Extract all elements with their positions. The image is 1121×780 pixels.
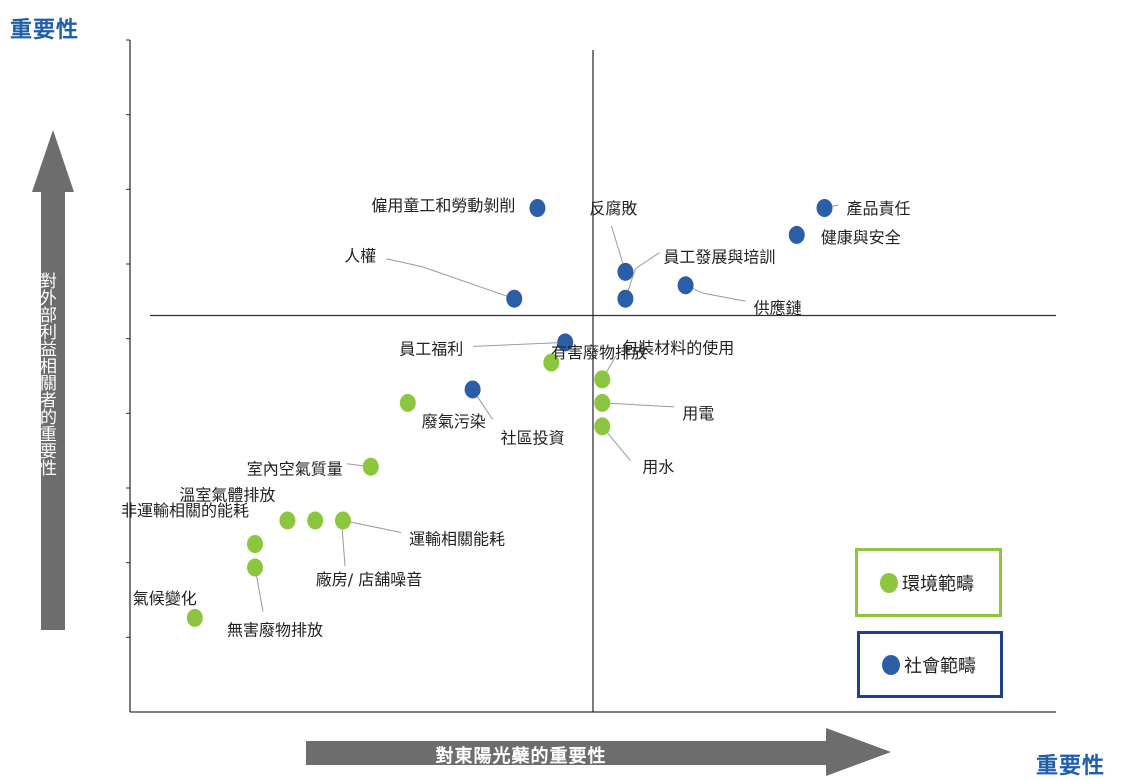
point-label: 供應鏈	[754, 298, 802, 317]
point-label: 運輸相關能耗	[409, 529, 505, 548]
point-label: 員工福利	[399, 339, 463, 358]
environment-point	[543, 353, 560, 372]
social-point	[529, 199, 546, 217]
social-point	[506, 289, 523, 308]
environment-point	[247, 535, 264, 553]
environment-point	[399, 393, 416, 412]
point-label: 非運輸相關的能耗	[121, 501, 249, 520]
y-arrow-shape	[32, 130, 74, 630]
environment-point	[334, 511, 351, 530]
legend-social-dot	[882, 654, 900, 675]
leader-line	[473, 341, 566, 347]
social-point	[617, 262, 634, 281]
leader-line	[386, 258, 515, 300]
point-label: 包裝材料的使用	[622, 338, 734, 357]
x-corner-label: 重要性	[1036, 754, 1106, 779]
social-point	[677, 276, 694, 295]
leader-line	[685, 284, 746, 302]
point-label: 反腐敗	[589, 199, 637, 218]
social-point	[557, 333, 574, 352]
legend-environment-dot	[880, 572, 898, 593]
point-label: 溫室氣體排放	[179, 485, 275, 504]
point-label: 有害廢物排放	[551, 343, 647, 362]
x-arrow-shape	[306, 728, 891, 776]
point-label: 產品責任	[847, 199, 911, 218]
environment-point	[362, 457, 379, 476]
leader-line	[602, 402, 675, 408]
point-label: 僱用童工和勞動剝削	[371, 196, 515, 215]
environment-point	[247, 558, 264, 577]
environment-point	[307, 511, 324, 530]
social-point	[464, 380, 481, 399]
social-point	[617, 289, 634, 308]
environment-point	[594, 370, 611, 389]
x-axis-arrow	[306, 728, 891, 776]
environment-point	[279, 511, 296, 530]
legend-environment: 環境範疇	[855, 548, 1002, 617]
point-label: 員工發展與培訓	[663, 248, 775, 267]
legend-social-label: 社會範疇	[904, 655, 976, 677]
social-point	[816, 199, 833, 217]
point-label: 廠房/ 店舖噪音	[316, 570, 422, 589]
axes	[126, 39, 1056, 713]
point-label: 社區投資	[501, 428, 565, 447]
legend-social: 社會範疇	[857, 631, 1003, 698]
point-label: 用電	[682, 404, 714, 423]
legend-environment-label: 環境範疇	[902, 573, 974, 595]
x-axis-label: 對東陽光蘗的重要性	[435, 746, 607, 767]
leader-line	[624, 252, 660, 299]
point-label: 室內空氣質量	[247, 460, 343, 479]
y-axis-label: 對外部利益相關者的重要性	[36, 272, 56, 476]
leader-line	[342, 519, 402, 533]
environment-point	[186, 608, 203, 627]
point-label: 廢氣污染	[422, 412, 486, 431]
environment-point	[594, 417, 611, 436]
point-label: 健康與安全	[821, 228, 901, 247]
y-corner-label: 重要性	[10, 18, 80, 43]
environment-point	[594, 393, 611, 412]
data-points	[186, 199, 833, 627]
point-label: 氣候變化	[133, 589, 197, 608]
point-label: 用水	[642, 457, 674, 476]
point-label: 人權	[344, 247, 376, 266]
y-axis-arrow	[32, 130, 74, 630]
social-point	[788, 225, 805, 244]
point-label: 無害廢物排放	[227, 621, 323, 640]
